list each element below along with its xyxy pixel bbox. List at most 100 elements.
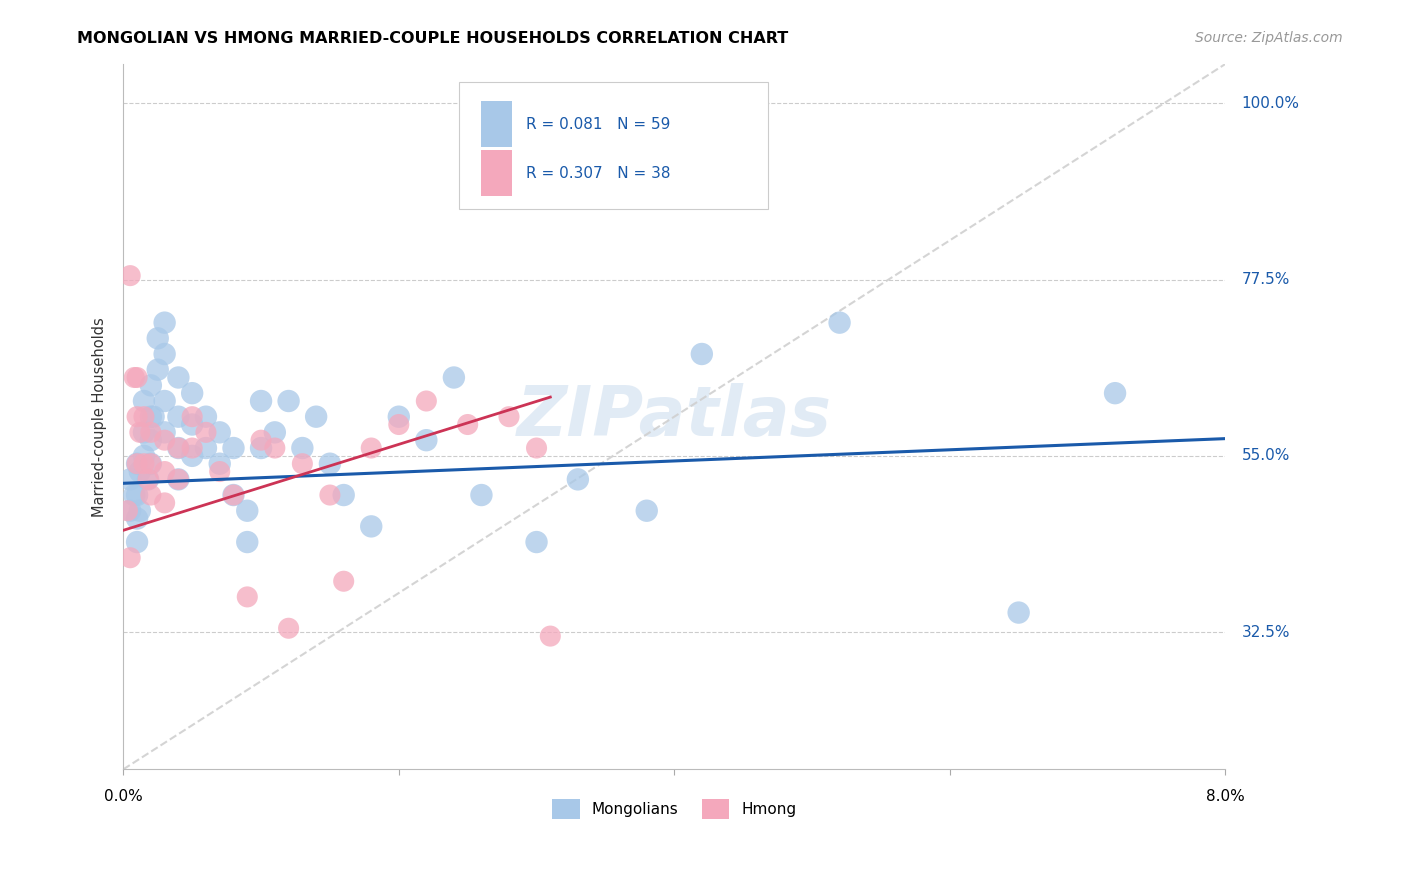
Y-axis label: Married-couple Households: Married-couple Households bbox=[93, 317, 107, 516]
Point bbox=[153, 425, 176, 440]
Point bbox=[139, 488, 162, 502]
Point bbox=[443, 370, 465, 384]
Point bbox=[222, 488, 245, 502]
Point bbox=[236, 504, 259, 518]
Point bbox=[146, 331, 169, 345]
Text: ZIPatlas: ZIPatlas bbox=[517, 384, 832, 450]
Text: 100.0%: 100.0% bbox=[1241, 95, 1299, 111]
Point bbox=[181, 449, 204, 463]
Point bbox=[277, 394, 299, 409]
Point bbox=[136, 472, 159, 486]
Text: 0.0%: 0.0% bbox=[104, 789, 142, 804]
Point bbox=[636, 504, 658, 518]
Point bbox=[167, 409, 190, 424]
Point bbox=[236, 590, 259, 604]
Point bbox=[120, 504, 142, 518]
Point bbox=[360, 441, 382, 455]
Point bbox=[194, 425, 217, 440]
Text: Source: ZipAtlas.com: Source: ZipAtlas.com bbox=[1195, 31, 1343, 45]
Point bbox=[125, 370, 148, 384]
Point bbox=[319, 488, 342, 502]
Point bbox=[124, 488, 146, 502]
Point bbox=[277, 621, 299, 635]
Point bbox=[139, 378, 162, 392]
Point bbox=[181, 409, 204, 424]
FancyBboxPatch shape bbox=[481, 101, 512, 147]
Point bbox=[125, 457, 148, 471]
Legend: Mongolians, Hmong: Mongolians, Hmong bbox=[546, 793, 803, 825]
Point bbox=[125, 488, 148, 502]
Point bbox=[153, 316, 176, 330]
Point bbox=[120, 472, 142, 486]
Point bbox=[291, 441, 314, 455]
Point bbox=[125, 535, 148, 549]
Point bbox=[167, 441, 190, 455]
Text: 32.5%: 32.5% bbox=[1241, 624, 1291, 640]
FancyBboxPatch shape bbox=[481, 151, 512, 196]
Point bbox=[208, 465, 231, 479]
Point bbox=[332, 574, 354, 589]
Point bbox=[167, 472, 190, 486]
Point bbox=[139, 425, 162, 440]
Point bbox=[132, 409, 155, 424]
Point bbox=[208, 457, 231, 471]
Point bbox=[125, 457, 148, 471]
Point bbox=[250, 433, 273, 447]
Point bbox=[132, 457, 155, 471]
Text: 77.5%: 77.5% bbox=[1241, 272, 1291, 287]
FancyBboxPatch shape bbox=[460, 82, 768, 209]
Point bbox=[263, 441, 285, 455]
Point bbox=[250, 441, 273, 455]
Point bbox=[388, 417, 411, 432]
Point bbox=[538, 629, 561, 643]
Point bbox=[132, 449, 155, 463]
Point bbox=[470, 488, 492, 502]
Point bbox=[194, 409, 217, 424]
Point bbox=[139, 433, 162, 447]
Text: R = 0.307   N = 38: R = 0.307 N = 38 bbox=[526, 166, 671, 181]
Point bbox=[250, 394, 273, 409]
Point bbox=[132, 425, 155, 440]
Point bbox=[263, 425, 285, 440]
Point bbox=[457, 417, 479, 432]
Point bbox=[125, 511, 148, 525]
Point bbox=[128, 504, 150, 518]
Point bbox=[142, 409, 165, 424]
Point bbox=[415, 433, 437, 447]
Point bbox=[415, 394, 437, 409]
Point bbox=[120, 550, 142, 565]
Point bbox=[120, 268, 142, 283]
Point bbox=[153, 394, 176, 409]
Point bbox=[332, 488, 354, 502]
Point bbox=[181, 386, 204, 401]
Point bbox=[153, 433, 176, 447]
Point bbox=[153, 496, 176, 510]
Point bbox=[567, 472, 589, 486]
Point bbox=[690, 347, 713, 361]
Point bbox=[128, 425, 150, 440]
Point bbox=[125, 409, 148, 424]
Point bbox=[208, 425, 231, 440]
Point bbox=[136, 472, 159, 486]
Point bbox=[139, 457, 162, 471]
Point bbox=[167, 441, 190, 455]
Point bbox=[388, 409, 411, 424]
Point bbox=[181, 441, 204, 455]
Point bbox=[222, 441, 245, 455]
Point bbox=[139, 457, 162, 471]
Point bbox=[167, 370, 190, 384]
Point bbox=[153, 465, 176, 479]
Point bbox=[181, 417, 204, 432]
Point bbox=[124, 370, 146, 384]
Point bbox=[236, 535, 259, 549]
Point bbox=[305, 409, 328, 424]
Point bbox=[146, 362, 169, 376]
Point bbox=[319, 457, 342, 471]
Point bbox=[526, 441, 548, 455]
Point bbox=[828, 316, 851, 330]
Text: 8.0%: 8.0% bbox=[1206, 789, 1244, 804]
Point bbox=[139, 409, 162, 424]
Point bbox=[132, 394, 155, 409]
Point bbox=[526, 535, 548, 549]
Point bbox=[291, 457, 314, 471]
